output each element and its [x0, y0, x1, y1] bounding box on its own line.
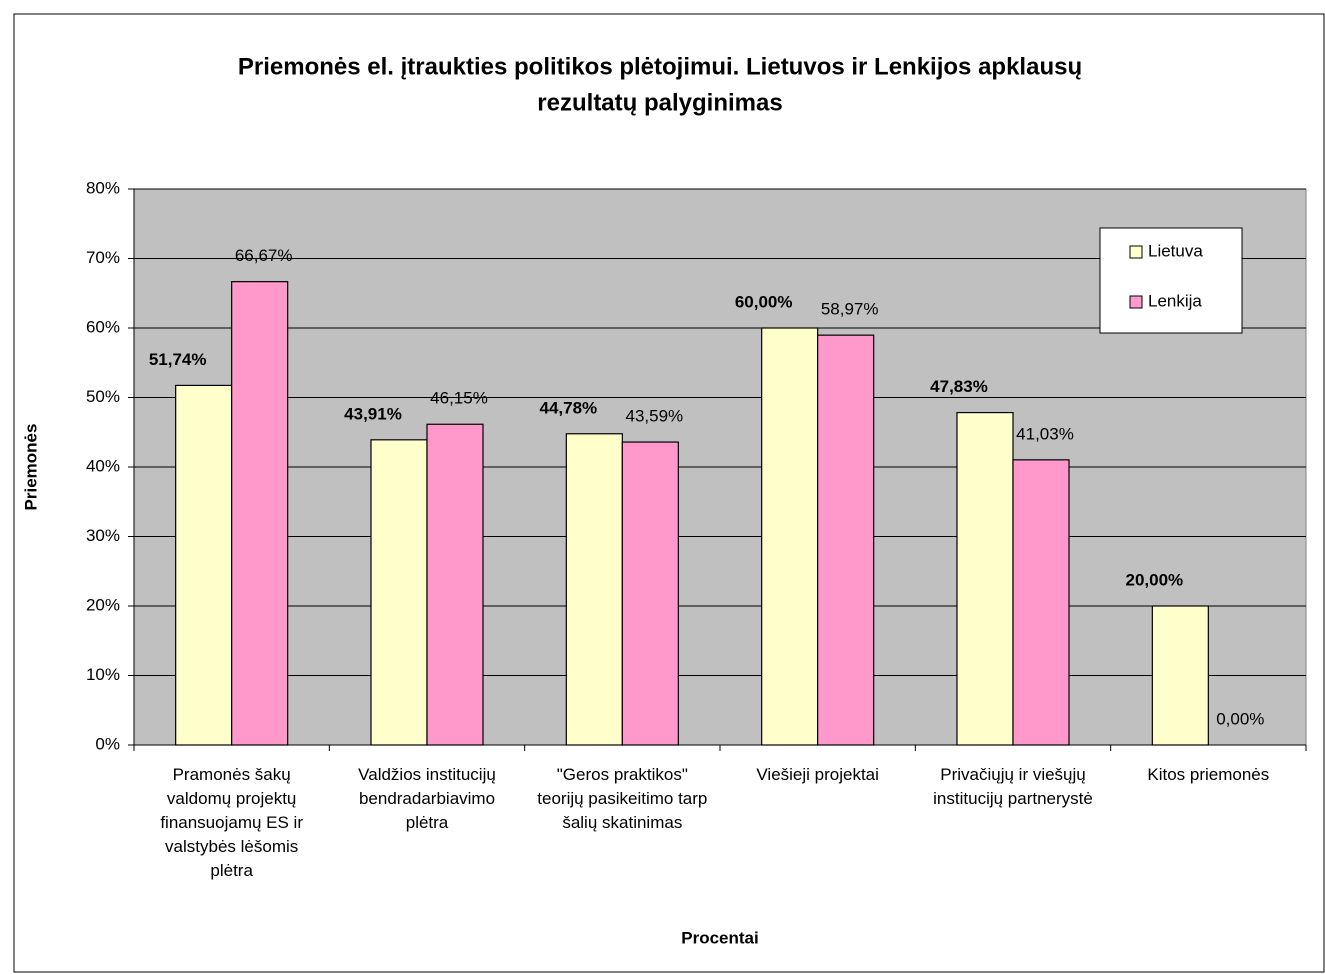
value-label: 43,59%	[625, 407, 683, 426]
legend-swatch	[1129, 245, 1143, 259]
x-tick-label: Privačiųjų ir viešųjų institucijų partner…	[933, 765, 1093, 808]
bar	[370, 439, 428, 746]
x-tick-label: Valdžios institucijų bendradarbiavimo plėt…	[358, 765, 496, 832]
legend-swatch	[1129, 295, 1143, 309]
x-tick-label: Kitos priemonės	[1147, 765, 1269, 784]
value-label-bold: 47,83%	[930, 377, 988, 396]
bar	[231, 281, 289, 746]
y-tick-label: 20%	[86, 595, 120, 614]
bar	[426, 423, 484, 746]
value-label: 66,67%	[235, 246, 293, 265]
value-label: 41,03%	[1016, 424, 1074, 443]
y-tick-label: 30%	[86, 526, 120, 545]
value-label: 46,15%	[430, 389, 488, 408]
y-tick-label: 60%	[86, 317, 120, 336]
y-axis-title: Priemonės	[21, 424, 40, 511]
legend	[1099, 227, 1243, 334]
x-tick-label: Pramonės šakų valdomų projektų finansuojam…	[160, 765, 303, 880]
x-tick-label: "Geros praktikos" teorijų pasikeitimo tar…	[537, 765, 707, 832]
bar	[817, 334, 875, 746]
bar	[621, 441, 679, 746]
y-tick-label: 50%	[86, 387, 120, 406]
bar	[761, 327, 819, 746]
bar	[956, 411, 1014, 746]
value-label-bold: 51,74%	[149, 350, 207, 369]
x-axis-title: Procentai	[681, 928, 758, 947]
x-tick-label: Viešieji projektai	[756, 765, 879, 784]
value-label-bold: 44,78%	[539, 398, 597, 417]
value-label-bold: 43,91%	[344, 404, 402, 423]
y-tick-label: 0%	[95, 734, 120, 753]
value-label-bold: 20,00%	[1125, 570, 1183, 589]
value-label: 0,00%	[1216, 709, 1264, 728]
chart-title: Priemonės el. įtraukties politikos plėto…	[238, 53, 1082, 80]
bar	[1012, 459, 1070, 746]
bar	[1151, 605, 1209, 746]
legend-label: Lietuva	[1148, 241, 1203, 260]
value-label-bold: 60,00%	[735, 292, 793, 311]
bar	[175, 384, 233, 746]
y-tick-label: 80%	[86, 178, 120, 197]
y-tick-label: 10%	[86, 665, 120, 684]
legend-label: Lenkija	[1148, 291, 1202, 310]
value-label: 58,97%	[821, 300, 879, 319]
chart-title: rezultatų palyginimas	[537, 89, 782, 116]
bar	[565, 433, 623, 746]
y-tick-label: 40%	[86, 456, 120, 475]
y-tick-label: 70%	[86, 248, 120, 267]
